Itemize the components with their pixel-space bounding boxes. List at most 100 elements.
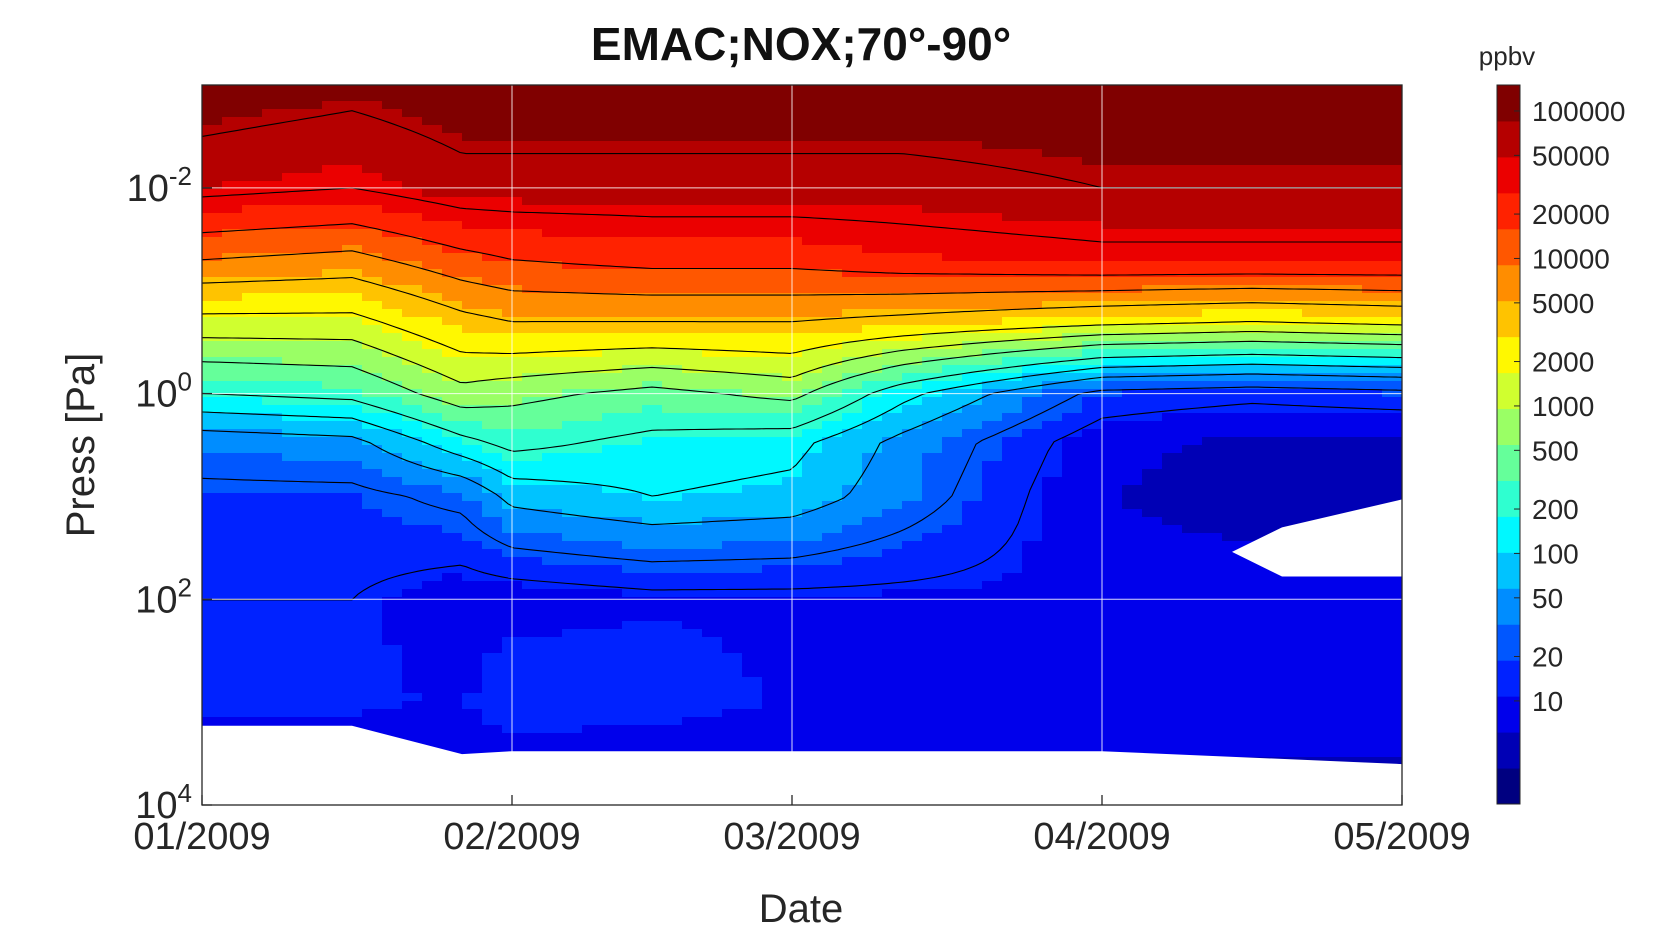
- heatmap-cell: [722, 277, 743, 286]
- heatmap-cell: [1162, 85, 1183, 94]
- heatmap-cell: [242, 421, 263, 430]
- heatmap-cell: [482, 381, 503, 390]
- heatmap-cell: [1242, 581, 1263, 590]
- heatmap-cell: [622, 461, 643, 470]
- heatmap-cell: [482, 213, 503, 222]
- heatmap-cell: [202, 661, 223, 670]
- heatmap-cell: [582, 277, 603, 286]
- heatmap-cell: [602, 557, 623, 566]
- heatmap-cell: [802, 733, 823, 742]
- heatmap-cell: [202, 613, 223, 622]
- heatmap-cell: [602, 741, 623, 750]
- heatmap-cell: [302, 173, 323, 182]
- heatmap-cell: [302, 717, 323, 726]
- heatmap-cell: [1142, 509, 1163, 518]
- heatmap-cell: [1382, 117, 1402, 126]
- heatmap-cell: [642, 277, 663, 286]
- heatmap-cell: [1142, 533, 1163, 542]
- heatmap-cell: [522, 701, 543, 710]
- heatmap-cell: [1182, 725, 1203, 734]
- heatmap-cell: [1122, 125, 1143, 134]
- heatmap-cell: [662, 677, 683, 686]
- heatmap-cell: [242, 629, 263, 638]
- heatmap-cell: [862, 701, 883, 710]
- heatmap-cell: [1382, 581, 1402, 590]
- heatmap-cell: [882, 285, 903, 294]
- heatmap-cell: [422, 573, 443, 582]
- heatmap-cell: [262, 477, 283, 486]
- heatmap-cell: [1162, 413, 1183, 422]
- heatmap-cell: [742, 453, 763, 462]
- heatmap-cell: [1322, 189, 1343, 198]
- heatmap-cell: [1342, 341, 1363, 350]
- heatmap-cell: [1242, 125, 1263, 134]
- heatmap-cell: [242, 597, 263, 606]
- heatmap-cell: [562, 109, 583, 118]
- heatmap-cell: [922, 701, 943, 710]
- heatmap-cell: [1062, 613, 1083, 622]
- heatmap-cell: [702, 357, 723, 366]
- heatmap-cell: [342, 477, 363, 486]
- heatmap-cell: [902, 373, 923, 382]
- heatmap-cell: [842, 317, 863, 326]
- heatmap-cell: [1262, 637, 1283, 646]
- heatmap-cell: [1282, 701, 1303, 710]
- heatmap-cell: [402, 149, 423, 158]
- heatmap-cell: [802, 157, 823, 166]
- heatmap-cell: [922, 693, 943, 702]
- heatmap-cell: [662, 373, 683, 382]
- heatmap-cell: [962, 573, 983, 582]
- heatmap-cell: [682, 173, 703, 182]
- heatmap-cell: [562, 685, 583, 694]
- heatmap-cell: [862, 661, 883, 670]
- heatmap-cell: [582, 237, 603, 246]
- heatmap-cell: [302, 501, 323, 510]
- heatmap-cell: [1102, 653, 1123, 662]
- heatmap-cell: [1302, 165, 1323, 174]
- heatmap-cell: [1322, 589, 1343, 598]
- heatmap-cell: [1062, 701, 1083, 710]
- heatmap-cell: [542, 669, 563, 678]
- heatmap-cell: [702, 373, 723, 382]
- heatmap-cell: [862, 517, 883, 526]
- heatmap-cell: [1362, 373, 1383, 382]
- heatmap-cell: [262, 557, 283, 566]
- heatmap-cell: [682, 117, 703, 126]
- heatmap-cell: [762, 661, 783, 670]
- heatmap-cell: [202, 541, 223, 550]
- heatmap-cell: [1162, 565, 1183, 574]
- heatmap-cell: [582, 349, 603, 358]
- heatmap-cell: [602, 421, 623, 430]
- heatmap-cell: [622, 269, 643, 278]
- heatmap-cell: [1102, 573, 1123, 582]
- heatmap-cell: [982, 645, 1003, 654]
- heatmap-cell: [1322, 573, 1343, 582]
- heatmap-cell: [762, 589, 783, 598]
- heatmap-cell: [1282, 165, 1303, 174]
- heatmap-cell: [482, 293, 503, 302]
- heatmap-cell: [1122, 549, 1143, 558]
- heatmap-cell: [1322, 109, 1343, 118]
- heatmap-cell: [342, 237, 363, 246]
- heatmap-cell: [902, 309, 923, 318]
- heatmap-cell: [222, 669, 243, 678]
- heatmap-cell: [1202, 557, 1223, 566]
- heatmap-cell: [762, 277, 783, 286]
- heatmap-cell: [1122, 157, 1143, 166]
- heatmap-cell: [1122, 517, 1143, 526]
- heatmap-cell: [1122, 533, 1143, 542]
- heatmap-cell: [822, 453, 843, 462]
- heatmap-cell: [1182, 341, 1203, 350]
- heatmap-cell: [842, 245, 863, 254]
- heatmap-cell: [1022, 149, 1043, 158]
- heatmap-cell: [822, 573, 843, 582]
- heatmap-cell: [542, 157, 563, 166]
- heatmap-cell: [442, 613, 463, 622]
- heatmap-cell: [1002, 541, 1023, 550]
- heatmap-cell: [1102, 165, 1123, 174]
- heatmap-cell: [982, 653, 1003, 662]
- heatmap-cell: [1322, 709, 1343, 718]
- heatmap-cell: [402, 549, 423, 558]
- heatmap-cell: [922, 381, 943, 390]
- heatmap-cell: [962, 629, 983, 638]
